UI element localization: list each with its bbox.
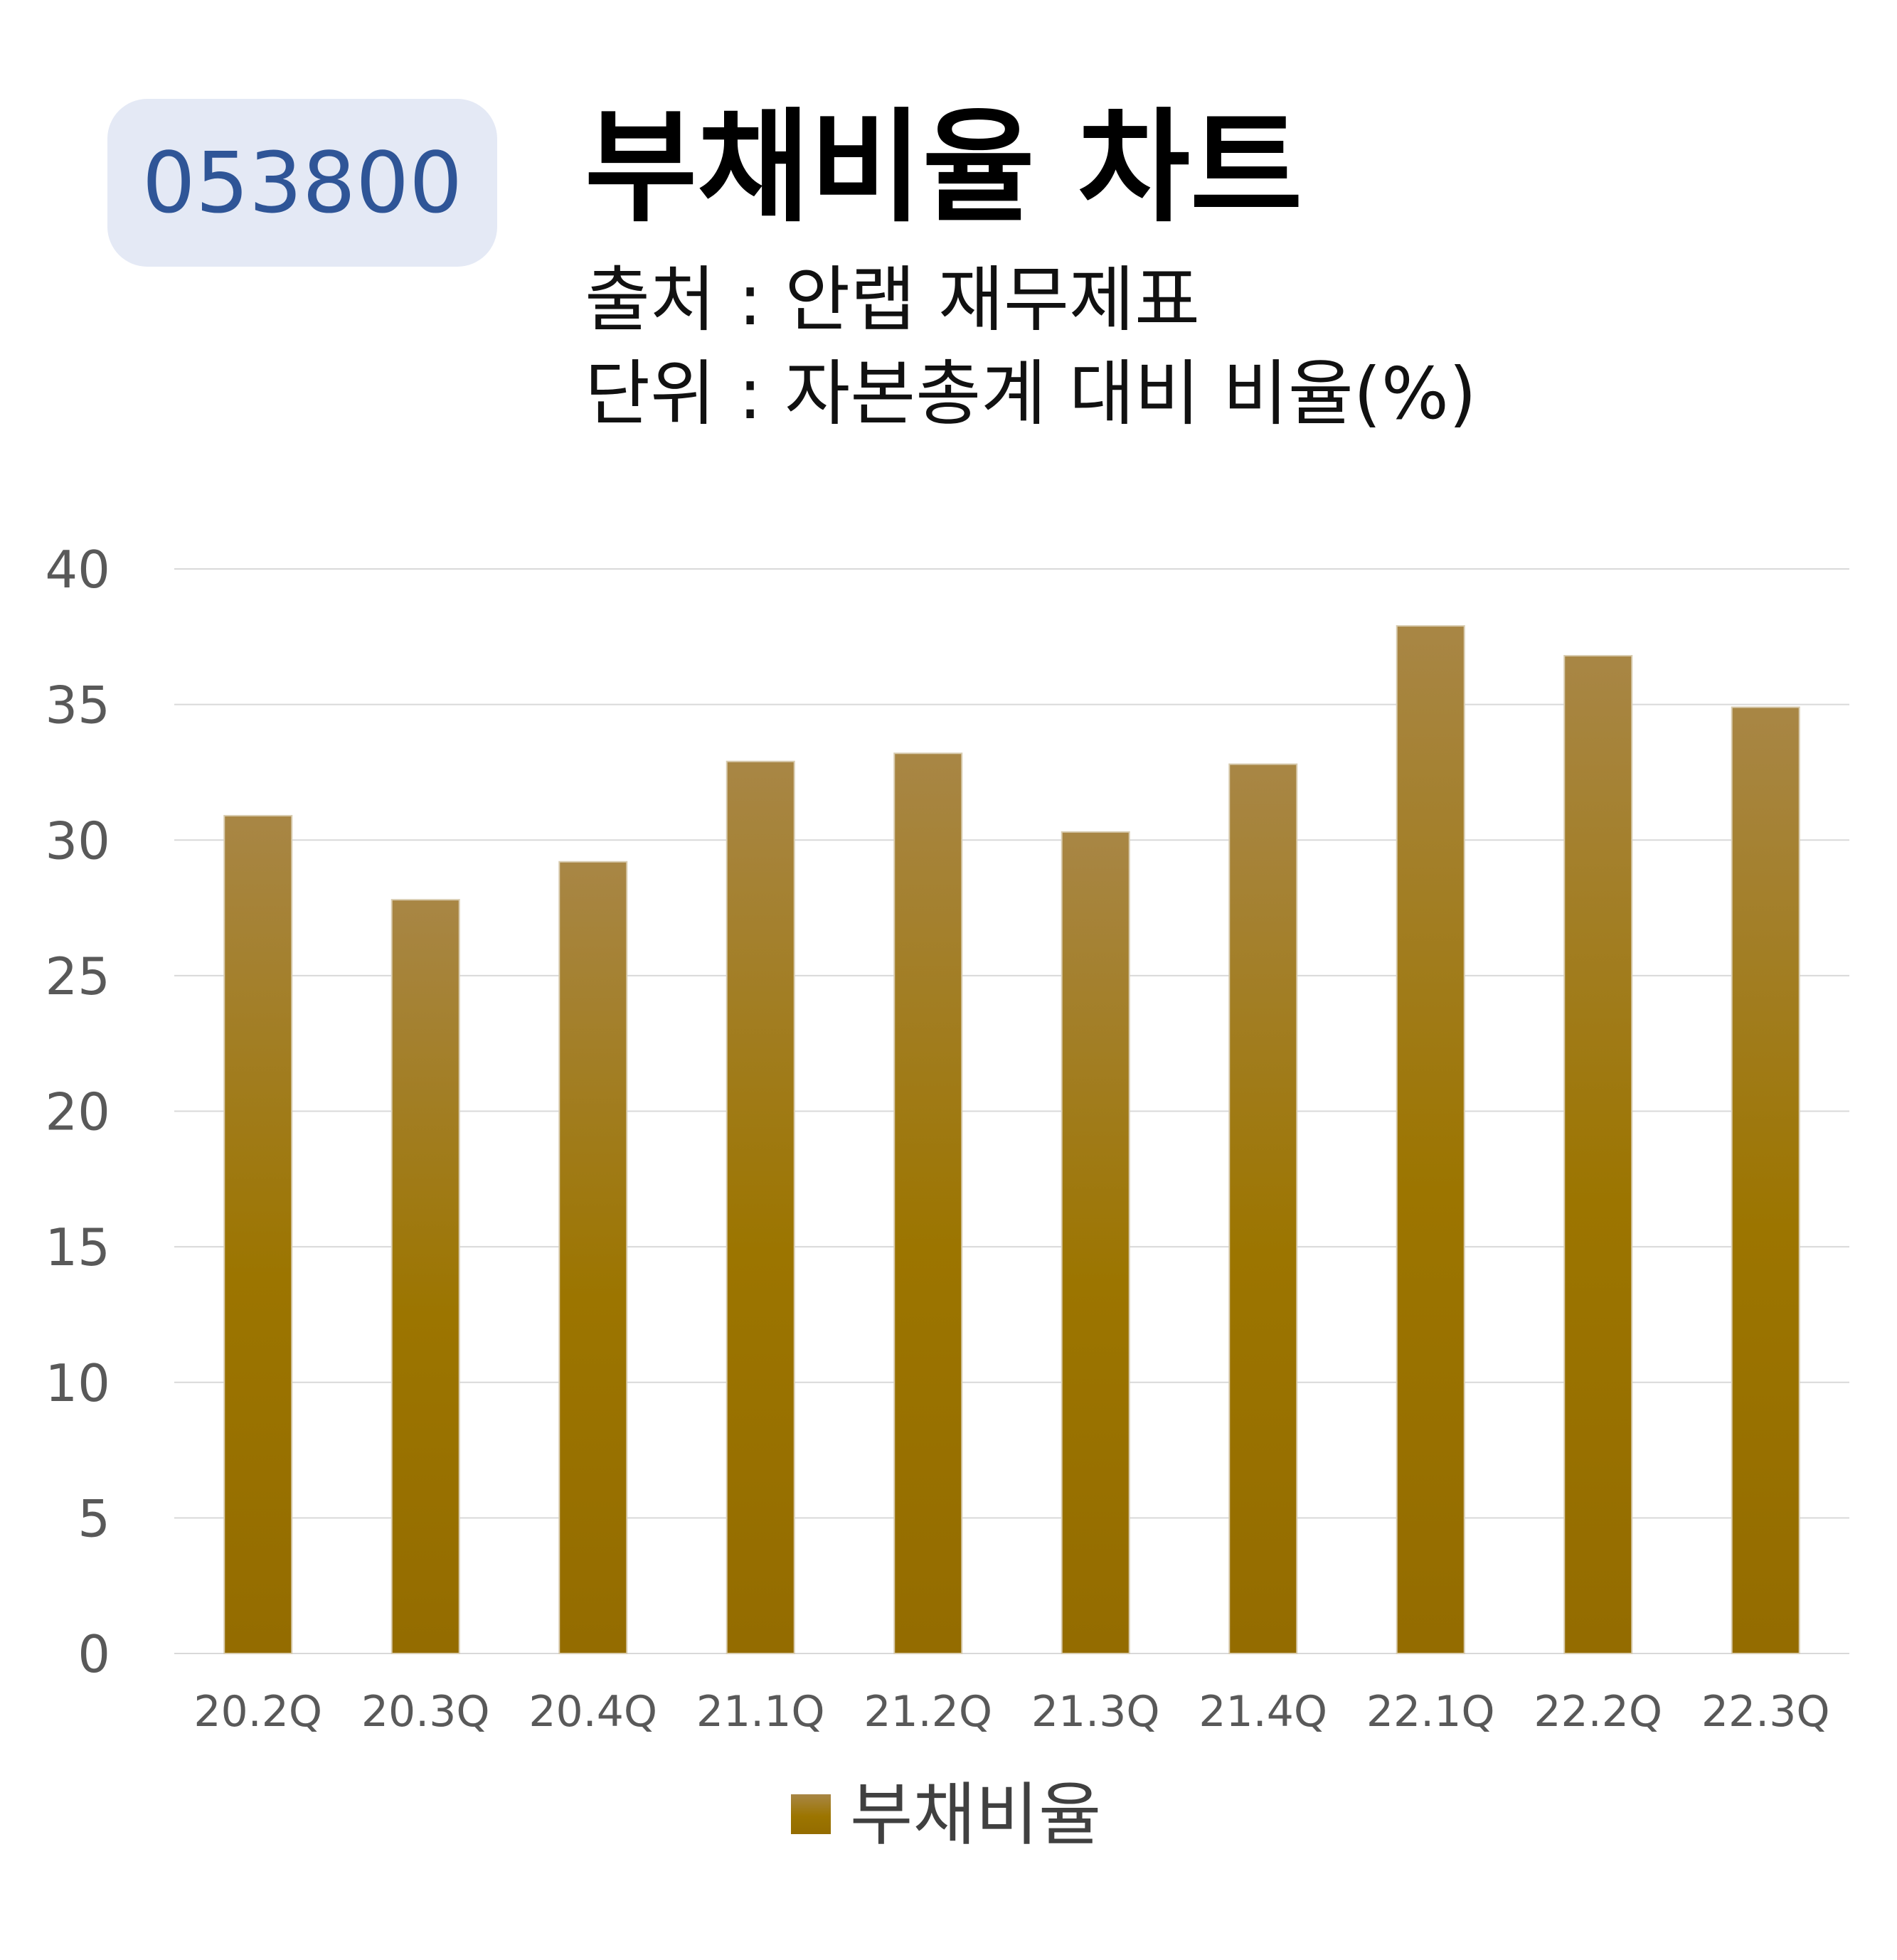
x-tick-label: 20.4Q bbox=[528, 1687, 657, 1737]
y-tick-label: 30 bbox=[45, 811, 110, 870]
source-note: 출처 : 안랩 재무제표 bbox=[585, 258, 1201, 341]
y-tick-label: 15 bbox=[45, 1218, 110, 1277]
x-tick-label: 20.3Q bbox=[361, 1687, 490, 1737]
y-tick-label: 25 bbox=[45, 947, 110, 1006]
unit-note: 단위 : 자본총계 대비 비율(%) bbox=[585, 352, 1477, 435]
legend-swatch bbox=[791, 1794, 831, 1834]
x-tick-label: 21.4Q bbox=[1199, 1687, 1327, 1737]
y-tick-label: 0 bbox=[78, 1624, 110, 1684]
y-tick-label: 10 bbox=[45, 1353, 110, 1413]
bars bbox=[223, 625, 1800, 1654]
legend: 부채비율 bbox=[791, 1775, 1101, 1855]
ticker-code: 053800 bbox=[142, 134, 463, 232]
x-tick-label: 21.1Q bbox=[696, 1687, 825, 1737]
x-axis-ticks: 20.2Q 20.3Q 20.4Q 21.1Q 21.2Q 21.3Q 21.4Q 22.1Q… bbox=[193, 1687, 1829, 1737]
x-tick-label: 21.2Q bbox=[864, 1687, 992, 1737]
y-tick-label: 20 bbox=[45, 1082, 110, 1142]
y-tick-label: 40 bbox=[45, 540, 110, 600]
bar bbox=[1563, 655, 1633, 1654]
y-axis-ticks: 0 5 10 15 20 25 30 35 40 bbox=[45, 540, 110, 1684]
bar bbox=[893, 752, 963, 1654]
bar bbox=[558, 861, 628, 1654]
x-tick-label: 22.2Q bbox=[1534, 1687, 1662, 1737]
x-tick-label: 20.2Q bbox=[193, 1687, 322, 1737]
x-tick-label: 21.3Q bbox=[1031, 1687, 1160, 1737]
bar bbox=[1228, 763, 1298, 1654]
bar bbox=[1396, 625, 1465, 1654]
chart-title: 부채비율 차트 bbox=[585, 96, 1303, 239]
y-tick-label: 5 bbox=[78, 1488, 110, 1548]
ticker-badge: 053800 bbox=[107, 99, 497, 267]
bar bbox=[390, 899, 460, 1654]
bar bbox=[223, 814, 293, 1654]
bar bbox=[1061, 831, 1130, 1654]
x-tick-label: 22.1Q bbox=[1366, 1687, 1495, 1737]
bar bbox=[726, 760, 795, 1654]
y-tick-label: 35 bbox=[45, 676, 110, 735]
x-tick-label: 22.3Q bbox=[1701, 1687, 1830, 1737]
legend-label: 부채비율 bbox=[850, 1775, 1101, 1855]
bar bbox=[1731, 706, 1800, 1654]
